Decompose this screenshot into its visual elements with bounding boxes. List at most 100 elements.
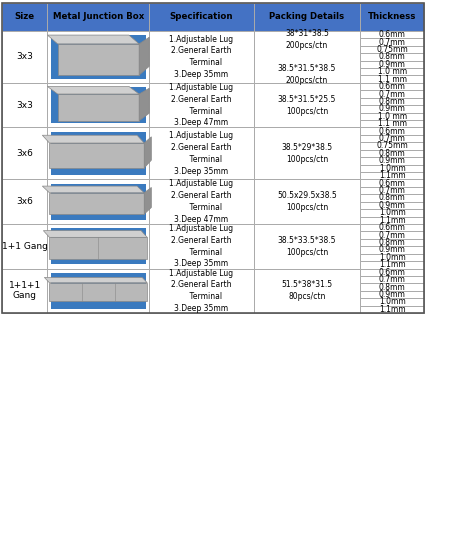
Bar bbox=[47, 179, 149, 224]
Bar bbox=[254, 83, 360, 127]
Bar bbox=[51, 273, 146, 309]
Bar bbox=[360, 298, 424, 306]
Bar bbox=[360, 231, 424, 239]
Text: 1.1 mm: 1.1 mm bbox=[378, 75, 407, 83]
Bar bbox=[47, 31, 149, 83]
Polygon shape bbox=[47, 35, 139, 44]
Text: 0.9mm: 0.9mm bbox=[379, 246, 406, 254]
Text: 1.1mm: 1.1mm bbox=[379, 260, 406, 269]
Bar bbox=[360, 254, 424, 261]
Text: 0.7mm: 0.7mm bbox=[379, 134, 406, 143]
Text: 1.Adjustable Lug
2.General Earth
    Terminal
3.Deep 35mm: 1.Adjustable Lug 2.General Earth Termina… bbox=[169, 224, 234, 268]
Polygon shape bbox=[49, 283, 147, 301]
Text: 0.6mm: 0.6mm bbox=[379, 127, 406, 136]
Text: 38.5*31.5*25.5
100pcs/ctn: 38.5*31.5*25.5 100pcs/ctn bbox=[278, 95, 336, 115]
Text: 1.0 mm: 1.0 mm bbox=[378, 67, 407, 76]
Text: 3x6: 3x6 bbox=[17, 197, 33, 206]
Polygon shape bbox=[58, 94, 139, 121]
Bar bbox=[360, 268, 424, 276]
Text: 1.Adjustable Lug
2.General Earth
    Terminal
3.Deep 47mm: 1.Adjustable Lug 2.General Earth Termina… bbox=[169, 179, 234, 224]
Text: Size: Size bbox=[15, 12, 35, 21]
Bar bbox=[149, 179, 254, 224]
Bar bbox=[360, 113, 424, 120]
Bar bbox=[149, 3, 254, 31]
Bar bbox=[360, 172, 424, 179]
Text: 0.9mm: 0.9mm bbox=[379, 201, 406, 210]
Bar bbox=[360, 143, 424, 150]
Bar bbox=[254, 179, 360, 224]
Text: 0.7mm: 0.7mm bbox=[379, 230, 406, 240]
Text: 0.75mm: 0.75mm bbox=[376, 45, 408, 54]
Bar bbox=[360, 246, 424, 254]
Text: 1.0 mm: 1.0 mm bbox=[378, 112, 407, 121]
Bar bbox=[149, 268, 254, 313]
Bar bbox=[360, 261, 424, 268]
Text: 1.Adjustable Lug
2.General Earth
    Terminal
3.Deep 35mm: 1.Adjustable Lug 2.General Earth Termina… bbox=[169, 131, 234, 176]
Bar bbox=[360, 276, 424, 283]
Text: 0.75mm: 0.75mm bbox=[376, 141, 408, 151]
Bar bbox=[360, 135, 424, 143]
Polygon shape bbox=[42, 135, 144, 143]
Text: 0.7mm: 0.7mm bbox=[379, 186, 406, 195]
Polygon shape bbox=[144, 188, 151, 214]
Bar bbox=[254, 31, 360, 83]
Text: Thickness: Thickness bbox=[368, 12, 417, 21]
Bar bbox=[51, 184, 146, 220]
Text: 0.8mm: 0.8mm bbox=[379, 149, 406, 158]
Text: 1.0mm: 1.0mm bbox=[379, 164, 406, 173]
Bar bbox=[360, 239, 424, 246]
Polygon shape bbox=[47, 86, 139, 94]
Polygon shape bbox=[139, 88, 149, 121]
Text: 1.1mm: 1.1mm bbox=[379, 216, 406, 225]
Bar bbox=[360, 83, 424, 91]
Bar bbox=[2, 31, 47, 83]
Bar bbox=[149, 127, 254, 179]
Polygon shape bbox=[45, 278, 147, 283]
Bar bbox=[360, 291, 424, 298]
Text: 0.6mm: 0.6mm bbox=[379, 82, 406, 91]
Text: 0.7mm: 0.7mm bbox=[379, 89, 406, 99]
Bar bbox=[360, 68, 424, 75]
Bar bbox=[47, 127, 149, 179]
Polygon shape bbox=[42, 186, 144, 193]
Bar bbox=[360, 120, 424, 127]
Bar bbox=[360, 165, 424, 172]
Polygon shape bbox=[49, 237, 147, 259]
Bar bbox=[47, 224, 149, 268]
Text: 1+1+1
Gang: 1+1+1 Gang bbox=[9, 281, 41, 300]
Text: 1.1mm: 1.1mm bbox=[379, 305, 406, 314]
Text: 1.Adjustable Lug
2.General Earth
    Terminal
3.Deep 35mm: 1.Adjustable Lug 2.General Earth Termina… bbox=[169, 269, 234, 313]
Text: 0.6mm: 0.6mm bbox=[379, 30, 406, 39]
Text: 0.6mm: 0.6mm bbox=[379, 268, 406, 277]
Bar bbox=[360, 306, 424, 313]
Text: 1.0mm: 1.0mm bbox=[379, 298, 406, 306]
Bar bbox=[360, 46, 424, 53]
Text: 0.8mm: 0.8mm bbox=[379, 282, 406, 292]
Text: 1.Adjustable Lug
2.General Earth
    Terminal
3.Deep 35mm: 1.Adjustable Lug 2.General Earth Termina… bbox=[169, 35, 234, 79]
Text: 38.5*29*38.5
100pcs/ctn: 38.5*29*38.5 100pcs/ctn bbox=[282, 143, 332, 164]
Polygon shape bbox=[49, 143, 144, 168]
Bar bbox=[360, 105, 424, 113]
Text: 0.7mm: 0.7mm bbox=[379, 275, 406, 284]
Text: 1.Adjustable Lug
2.General Earth
    Terminal
3.Deep 47mm: 1.Adjustable Lug 2.General Earth Termina… bbox=[169, 83, 234, 127]
Text: 50.5x29.5x38.5
100pcs/ctn: 50.5x29.5x38.5 100pcs/ctn bbox=[277, 191, 337, 212]
Bar bbox=[2, 127, 47, 179]
Bar bbox=[360, 61, 424, 68]
Text: 3x3: 3x3 bbox=[17, 101, 33, 109]
Bar bbox=[360, 157, 424, 165]
Bar bbox=[254, 127, 360, 179]
Bar bbox=[51, 132, 146, 175]
Bar bbox=[51, 228, 146, 264]
Bar bbox=[360, 194, 424, 202]
Bar bbox=[360, 3, 424, 31]
Bar bbox=[360, 209, 424, 217]
Text: Specification: Specification bbox=[170, 12, 233, 21]
Text: 0.8mm: 0.8mm bbox=[379, 193, 406, 203]
Polygon shape bbox=[43, 231, 147, 237]
Bar bbox=[47, 3, 149, 31]
Bar bbox=[360, 98, 424, 105]
Text: 51.5*38*31.5
80pcs/ctn: 51.5*38*31.5 80pcs/ctn bbox=[282, 280, 332, 301]
Bar bbox=[360, 38, 424, 46]
Bar bbox=[149, 31, 254, 83]
Bar bbox=[254, 3, 360, 31]
